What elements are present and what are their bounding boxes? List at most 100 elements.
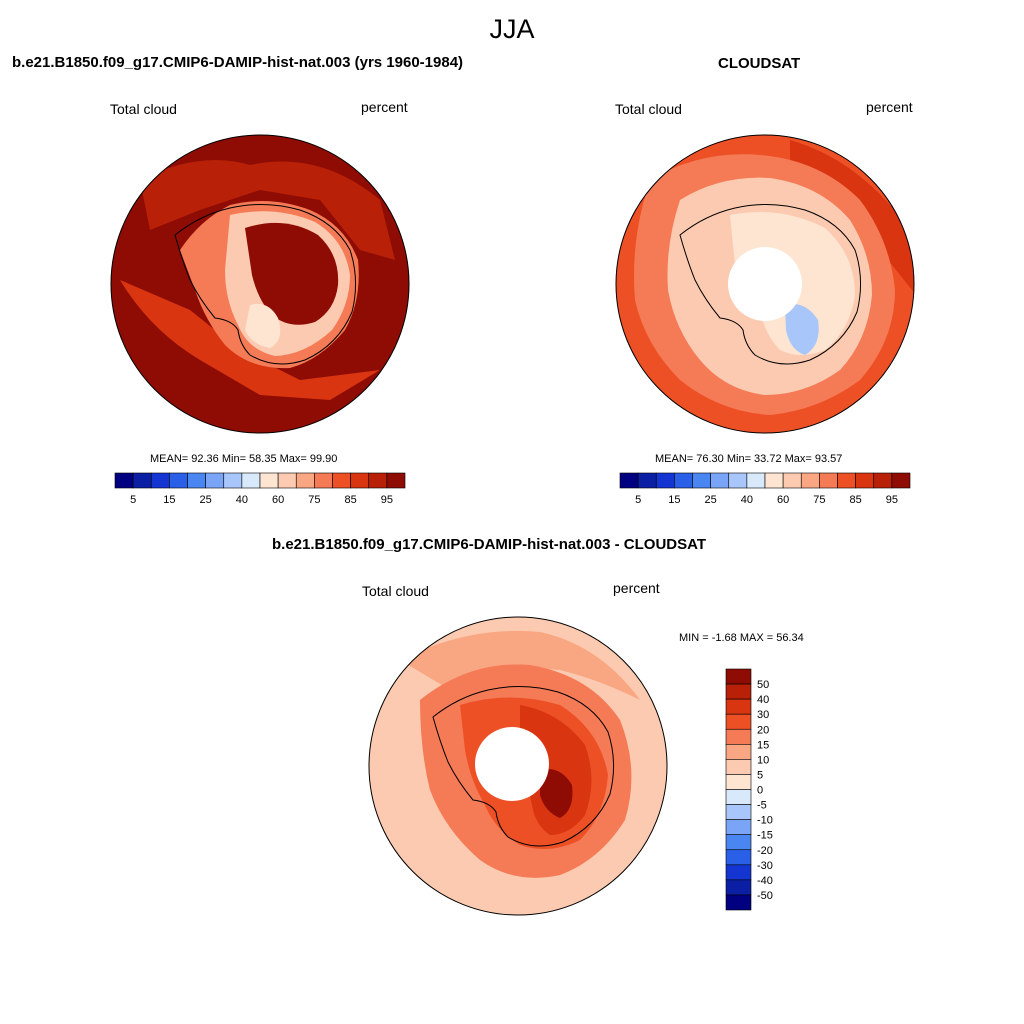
colorbar-tick-label: -30	[757, 860, 773, 872]
colorbar-swatch	[619, 472, 639, 489]
colorbar-tick-label: 85	[345, 494, 357, 506]
colorbar-tick-label: -5	[757, 800, 767, 812]
colorbar-tick-label: 5	[130, 494, 136, 506]
colorbar-tick-label: 40	[757, 694, 769, 706]
colorbar-swatch	[725, 774, 752, 790]
panel-2-map	[615, 134, 915, 434]
panel-2-units-label: percent	[866, 99, 913, 115]
colorbar-swatch	[725, 849, 752, 866]
colorbar-swatch	[725, 894, 752, 911]
panel-3-title: b.e21.B1850.f09_g17.CMIP6-DAMIP-hist-nat…	[272, 536, 706, 553]
colorbar-tick-label: 25	[200, 494, 212, 506]
panel-2-polar-hole	[728, 247, 802, 321]
colorbar-tick-label: -10	[757, 815, 773, 827]
colorbar-swatch	[725, 804, 752, 820]
colorbar-swatch	[746, 472, 766, 489]
panel-1-coastline	[174, 203, 356, 365]
colorbar-swatch	[169, 472, 188, 489]
colorbar-swatch	[241, 472, 261, 489]
colorbar-swatch	[386, 472, 406, 489]
panel-2-interior-negative	[785, 304, 819, 355]
panel-3-interior-max	[540, 769, 573, 818]
colorbar-tick-label: 15	[668, 494, 680, 506]
colorbar-tick-label: 5	[757, 769, 763, 781]
colorbar-swatch	[725, 683, 752, 700]
colorbar-tick-label: 95	[886, 494, 898, 506]
colorbar-tick-label: 40	[741, 494, 753, 506]
colorbar-tick-label: 85	[850, 494, 862, 506]
colorbar-swatch	[368, 472, 388, 489]
colorbar-swatch	[277, 472, 297, 489]
colorbar-tick-label: 50	[757, 679, 769, 691]
panel-1-colorbar: 5 15 25 40 60 75 85 95	[114, 472, 406, 506]
colorbar-swatch	[728, 472, 748, 489]
colorbar-tick-label: 40	[236, 494, 248, 506]
panel-3-units-label: percent	[613, 580, 660, 596]
panel-2-title: CLOUDSAT	[718, 55, 801, 72]
panel-2-coastline	[679, 203, 861, 365]
colorbar-tick-label: 75	[308, 494, 320, 506]
colorbar-swatch	[837, 472, 856, 489]
panel-1-map	[110, 134, 410, 434]
colorbar-tick-label: 30	[757, 709, 769, 721]
colorbar-swatch	[655, 472, 675, 489]
colorbar-tick-label: 60	[272, 494, 284, 506]
colorbar-swatch	[800, 472, 820, 489]
colorbar-tick-label: 5	[635, 494, 641, 506]
panel-2-stats: MEAN= 76.30 Min= 33.72 Max= 93.57	[655, 453, 843, 465]
colorbar-swatch	[314, 472, 333, 489]
colorbar-swatch	[692, 472, 711, 489]
panel-2-colorbar: 5 15 25 40 60 75 85 95	[619, 472, 911, 506]
panel-3-coastline	[432, 685, 614, 847]
panel-3-interior-band	[520, 705, 592, 835]
panel-3-map-border	[368, 616, 668, 916]
panel-1-title: b.e21.B1850.f09_g17.CMIP6-DAMIP-hist-nat…	[12, 54, 464, 71]
panel-1-variable-label: Total cloud	[110, 101, 177, 117]
colorbar-tick-label: 60	[777, 494, 789, 506]
panel-3-map	[368, 616, 668, 916]
colorbar-swatch	[205, 472, 225, 489]
panel-2-map-border	[615, 134, 915, 434]
colorbar-swatch	[114, 472, 134, 489]
colorbar-tick-label: -50	[757, 890, 773, 902]
colorbar-tick-label: 20	[757, 724, 769, 736]
colorbar-swatch	[725, 864, 752, 881]
colorbar-swatch	[873, 472, 893, 489]
colorbar-swatch	[855, 472, 875, 489]
colorbar-tick-label: 0	[757, 785, 763, 797]
colorbar-swatch	[725, 759, 752, 775]
colorbar-tick-label: -15	[757, 830, 773, 842]
colorbar-swatch	[150, 472, 170, 489]
panel-3-stats: MIN = -1.68 MAX = 56.34	[679, 632, 804, 644]
panel-1-field-band	[120, 280, 380, 400]
colorbar-swatch	[725, 698, 752, 715]
colorbar-swatch	[725, 819, 752, 835]
colorbar-swatch	[725, 834, 752, 851]
colorbar-tick-label: 15	[757, 739, 769, 751]
colorbar-swatch	[764, 472, 784, 489]
colorbar-swatch	[332, 472, 351, 489]
colorbar-swatch	[132, 472, 152, 489]
colorbar-swatch	[819, 472, 838, 489]
colorbar-swatch	[891, 472, 911, 489]
colorbar-swatch	[295, 472, 315, 489]
colorbar-swatch	[674, 472, 693, 489]
colorbar-tick-label: 25	[705, 494, 717, 506]
colorbar-swatch	[223, 472, 243, 489]
colorbar-swatch	[637, 472, 657, 489]
colorbar-tick-label: 75	[813, 494, 825, 506]
panel-3-polar-hole	[475, 727, 549, 801]
panel-1-field-band	[140, 160, 395, 260]
panel-1-map-border	[110, 134, 410, 434]
colorbar-swatch	[725, 713, 752, 730]
panel-1-stats: MEAN= 92.36 Min= 58.35 Max= 99.90	[150, 453, 338, 465]
colorbar-tick-label: 10	[757, 754, 769, 766]
panel-1-units-label: percent	[361, 99, 408, 115]
panel-1-interior-field	[245, 222, 339, 325]
colorbar-swatch	[710, 472, 730, 489]
colorbar-tick-label: -20	[757, 845, 773, 857]
panel-3-variable-label: Total cloud	[362, 583, 429, 599]
panel-2-variable-label: Total cloud	[615, 101, 682, 117]
